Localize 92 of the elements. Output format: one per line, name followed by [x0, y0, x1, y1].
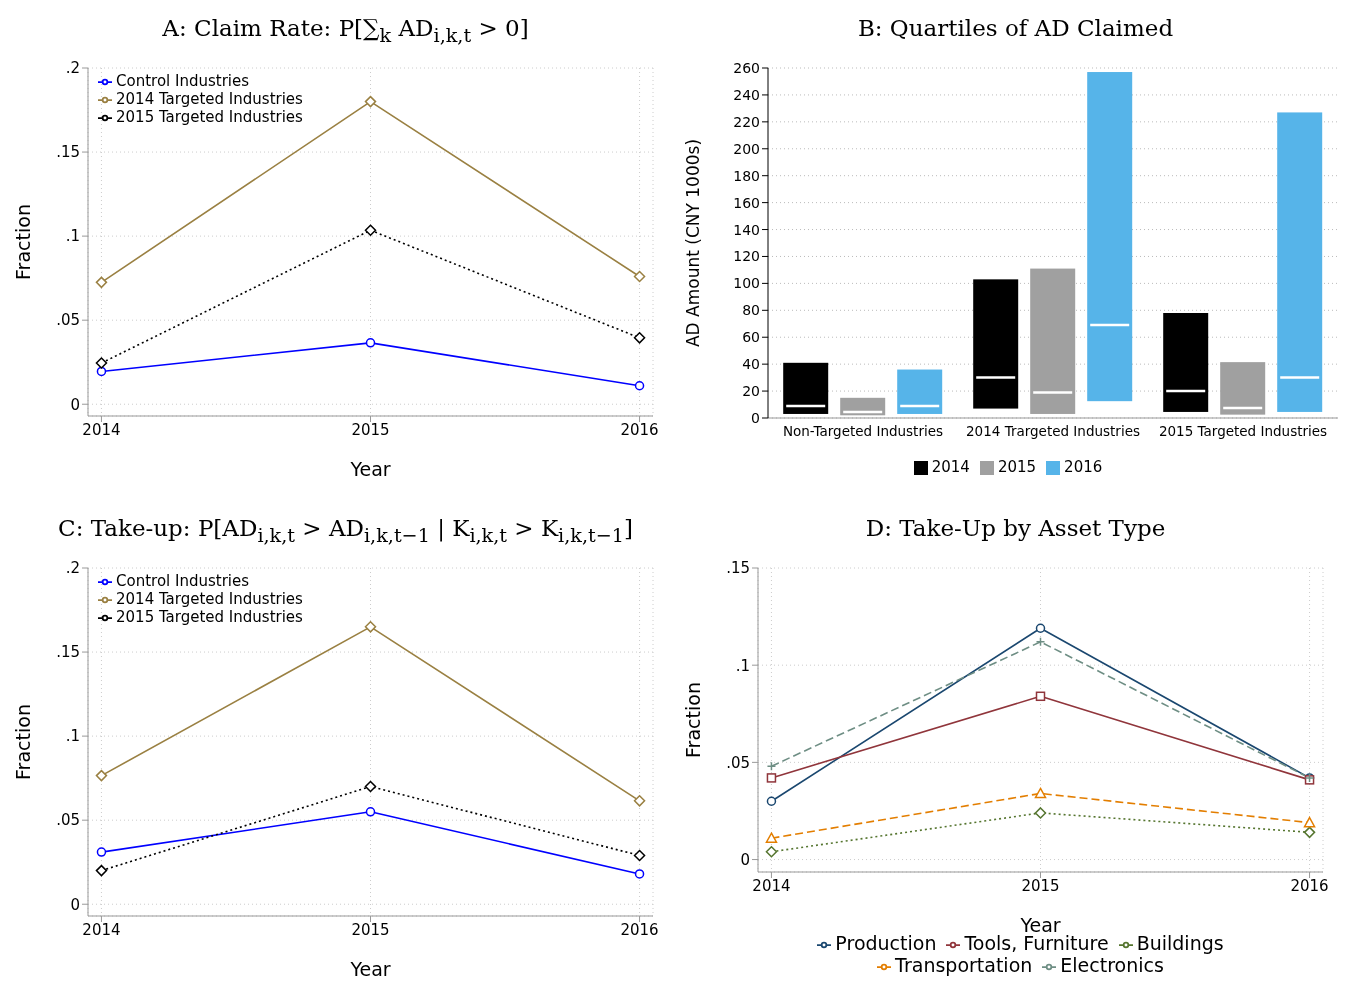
x-tick-label: 2014: [752, 876, 791, 895]
legend-label: Control Industries: [116, 572, 250, 590]
y-axis-title: AD Amount (CNY 1000s): [683, 138, 704, 348]
point: [96, 366, 107, 377]
point: [95, 276, 108, 289]
y-tick-label: .1: [735, 656, 750, 675]
y-tick-label: 0: [70, 895, 80, 914]
legend-label: 2014 Targeted Industries: [116, 90, 303, 108]
chart-title: B: Quartiles of AD Claimed: [856, 14, 1175, 43]
legend-label: 2015 Targeted Industries: [116, 608, 303, 626]
y-tick-label: .15: [726, 559, 750, 578]
point: [1303, 816, 1316, 828]
y-tick-label: 40: [742, 356, 760, 373]
y-tick-label: .05: [726, 753, 750, 772]
y-tick-label: .1: [65, 227, 80, 246]
y-tick-label: 240: [733, 86, 760, 103]
point: [765, 846, 778, 858]
x-tick-label: 2015: [351, 920, 390, 939]
point: [96, 847, 107, 857]
y-tick-label: .05: [56, 311, 80, 330]
point: [766, 773, 777, 783]
y-tick-label: 260: [733, 59, 760, 76]
point: [634, 380, 645, 391]
legend-label: Electronics: [1060, 954, 1164, 976]
y-tick-label: 100: [733, 275, 760, 292]
y-tick-label: .15: [56, 643, 80, 662]
y-tick-label: 200: [733, 140, 760, 157]
point: [364, 621, 377, 633]
point: [1034, 787, 1047, 799]
chart-title: D: Take-Up by Asset Type: [864, 514, 1167, 543]
point: [633, 849, 646, 862]
y-axis-title: Fraction: [681, 682, 704, 758]
point: [364, 224, 377, 236]
x-tick-label: 2016: [620, 920, 659, 939]
point: [95, 357, 108, 369]
point: [765, 832, 778, 843]
y-tick-label: .05: [56, 811, 80, 830]
y-tick-label: .1: [65, 727, 80, 746]
legend-label: 2016: [1064, 458, 1103, 476]
point: [364, 780, 377, 793]
y-tick-label: 60: [742, 329, 760, 346]
point: [633, 270, 646, 283]
legend-label: 2015: [997, 458, 1037, 476]
legend-label: Production: [835, 932, 937, 954]
y-tick-label: 80: [742, 302, 760, 319]
point: [1035, 637, 1046, 647]
y-tick-label: 140: [733, 221, 760, 238]
chart-title: A: Claim Rate: P[∑$_{k}$ AD$_{i,k,t}$ > 0]: [161, 14, 530, 49]
y-tick-label: 0: [751, 409, 760, 426]
point: [364, 95, 377, 108]
legend-label: Control Industries: [116, 72, 250, 90]
x-tick-label: 2015: [1021, 876, 1060, 895]
legend-label: 2015 Targeted Industries: [116, 108, 303, 126]
legend-label: 2014: [931, 458, 970, 476]
y-tick-label: 120: [733, 248, 760, 265]
point: [766, 796, 777, 806]
y-tick-label: 160: [733, 194, 760, 211]
legend-label: Transportation: [895, 954, 1033, 976]
y-tick-label: 0: [740, 850, 750, 869]
chart-title: C: Take-up: P[AD$_{i,k,t}$ > AD$_{i,k,t−1}$ | K$_{i,k,t}$ > K$_{i,k,t−1}$]: [58, 515, 633, 547]
point: [634, 869, 645, 879]
y-axis-title: Fraction: [11, 204, 34, 280]
x-tick-label: 2015 Targeted Industries: [1158, 422, 1328, 439]
y-tick-label: 20: [742, 383, 760, 400]
y-tick-label: .2: [65, 59, 80, 78]
y-tick-label: 220: [733, 113, 760, 130]
point: [1035, 623, 1046, 634]
point: [95, 769, 108, 782]
x-axis-title: Year: [349, 458, 391, 480]
legend-label: 2014 Targeted Industries: [116, 590, 303, 608]
x-tick-label: Non-Targeted Industries: [782, 422, 944, 439]
y-axis-title: Fraction: [11, 704, 34, 780]
x-tick-label: 2014 Trargeted Industries: [965, 422, 1141, 439]
legend-label: Buildings: [1136, 932, 1224, 954]
y-tick-label: 180: [733, 167, 760, 184]
point: [1303, 826, 1316, 839]
x-tick-label: 2014: [82, 920, 121, 939]
point: [1035, 691, 1046, 702]
point: [1034, 807, 1047, 819]
y-tick-label: 0: [70, 395, 80, 414]
point: [365, 338, 376, 348]
y-tick-label: .15: [56, 143, 80, 162]
point: [95, 864, 108, 877]
point: [633, 795, 646, 807]
x-axis-title: Year: [349, 958, 391, 980]
point: [633, 332, 646, 344]
point: [365, 807, 376, 817]
x-tick-label: 2016: [620, 420, 659, 439]
x-tick-label: 2015: [351, 420, 390, 439]
x-tick-label: 2014: [82, 420, 121, 439]
x-tick-label: 2016: [1290, 876, 1329, 895]
y-tick-label: .2: [65, 559, 80, 578]
